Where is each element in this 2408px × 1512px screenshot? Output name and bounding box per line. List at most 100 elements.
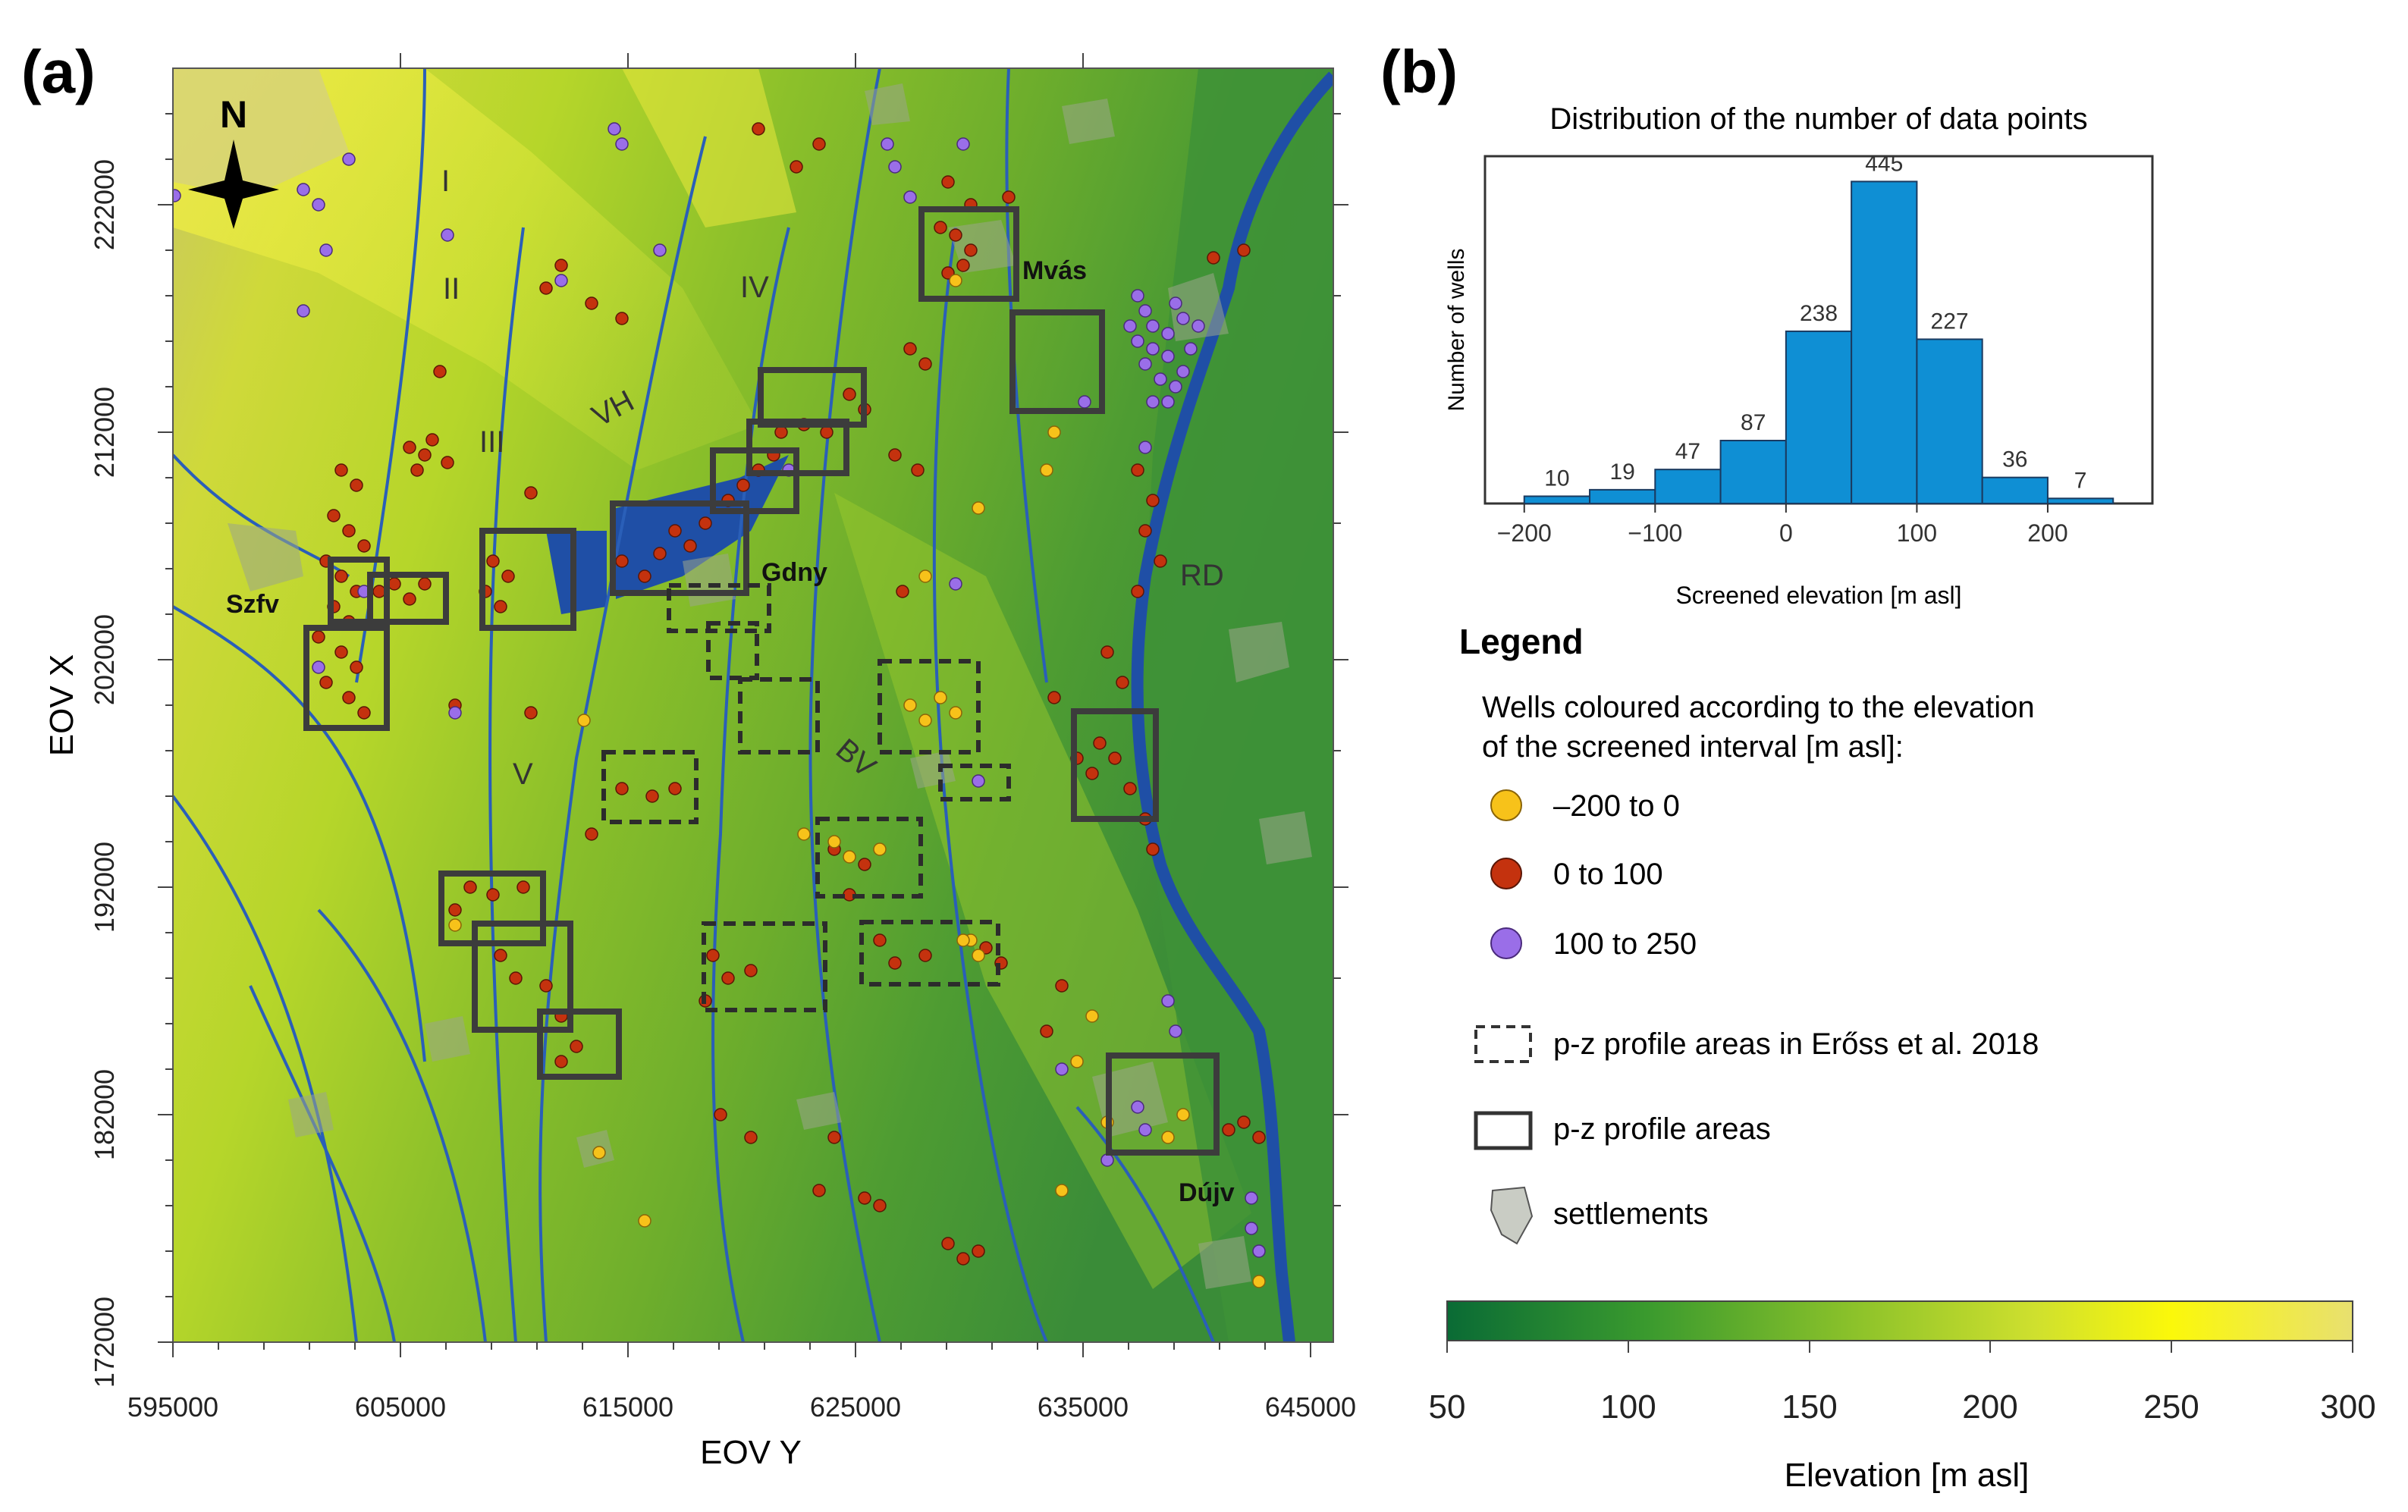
colorbar-tick: 200 xyxy=(1962,1388,2017,1426)
x-tick: 615000 xyxy=(582,1391,673,1423)
colorbar-tick: 300 xyxy=(2320,1388,2375,1426)
settlement-gdny: Gdny xyxy=(761,558,827,587)
legend-swatch-yellow xyxy=(1490,789,1522,821)
region-label-i: I xyxy=(441,165,450,198)
region-label-ii: II xyxy=(443,272,460,306)
settlement-szfv: Szfv xyxy=(226,590,279,619)
y-tick: 172000 xyxy=(89,1297,120,1388)
legend-desc-2: of the screened interval [m asl]: xyxy=(1482,730,1904,764)
histogram-bar xyxy=(1589,488,1656,505)
bar-value-label: 19 xyxy=(1609,460,1634,485)
legend-solid-box xyxy=(1474,1111,1533,1150)
histogram-bar xyxy=(1654,469,1722,505)
y-tick: 212000 xyxy=(89,387,120,478)
settlement-mvas: Mvás xyxy=(1022,256,1087,285)
legend-solid-label: p-z profile areas xyxy=(1553,1112,1771,1146)
legend-item-3: 100 to 250 xyxy=(1553,927,1697,961)
settlement-labels: Szfv Gdny Mvás Dújv xyxy=(226,256,1235,1207)
wells-100-to-250 xyxy=(173,122,1266,1258)
hist-x-tick-label: −100 xyxy=(1628,519,1682,547)
histogram-bar xyxy=(1785,330,1853,504)
x-tick: 635000 xyxy=(1038,1391,1129,1423)
hist-y-label: Number of wells xyxy=(1444,248,1469,411)
map-ticks xyxy=(158,53,1348,1357)
elevation-colorbar xyxy=(1446,1300,2353,1341)
legend-title: Legend xyxy=(1459,622,1584,661)
panel-b-label: (b) xyxy=(1380,38,1458,105)
legend-dashed-box xyxy=(1474,1025,1532,1063)
lowland-east xyxy=(1138,68,1333,1342)
region-label-iii: III xyxy=(479,425,504,459)
settlement-areas xyxy=(228,83,1312,1289)
y-tick: 182000 xyxy=(89,1069,120,1160)
legend-desc-1: Wells coloured according to the elevatio… xyxy=(1482,691,2035,724)
legend-swatch-red xyxy=(1490,858,1522,889)
colorbar-tick-labels: 50 100 150 200 250 300 xyxy=(1429,1388,2376,1426)
x-tick: 625000 xyxy=(810,1391,901,1423)
chart-title: Distribution of the number of data point… xyxy=(1549,102,2087,136)
histogram-bar xyxy=(1851,180,1918,504)
colorbar-tick: 150 xyxy=(1782,1388,1837,1426)
legend-swatch-purple xyxy=(1490,927,1522,959)
pz-profile-areas-eross-2018 xyxy=(601,583,1011,1012)
bar-value-label: 7 xyxy=(2074,468,2087,493)
north-label: N xyxy=(220,93,247,136)
y-tick-labels: 222000 212000 202000 192000 182000 17200… xyxy=(89,159,120,1388)
x-tick-labels: 595000 605000 615000 625000 635000 64500… xyxy=(127,1391,1356,1423)
region-label-iv: IV xyxy=(740,271,769,304)
danube-river xyxy=(1131,71,1333,1342)
north-arrow-icon xyxy=(188,140,279,229)
bar-value-label: 227 xyxy=(1931,309,1969,334)
colorbar-title: Elevation [m asl] xyxy=(1785,1457,2030,1494)
colorbar-tick: 50 xyxy=(1429,1388,1466,1426)
y-axis-title: EOV X xyxy=(43,654,80,757)
legend-dashed-label: p-z profile areas in Erőss et al. 2018 xyxy=(1553,1027,2039,1061)
region-label-v: V xyxy=(513,758,533,791)
panel-a-label: (a) xyxy=(21,38,96,105)
y-tick: 222000 xyxy=(89,159,120,250)
northern-ridge xyxy=(622,68,796,227)
hist-x-tick-label: 100 xyxy=(1897,519,1937,547)
hist-x-ticks: −200 −100 0 100 200 xyxy=(1497,503,2068,547)
colorbar-tick: 250 xyxy=(2143,1388,2199,1426)
legend-item-2: 0 to 100 xyxy=(1553,858,1663,891)
legend-item-1: –200 to 0 xyxy=(1553,789,1680,823)
histogram: Distribution of the number of data point… xyxy=(1444,102,2154,609)
y-tick: 192000 xyxy=(89,842,120,933)
hist-x-label: Screened elevation [m asl] xyxy=(1675,582,1961,609)
pz-profile-areas xyxy=(303,206,1220,1156)
region-label-rd: RD xyxy=(1180,559,1224,592)
settlement-dujv: Dújv xyxy=(1179,1178,1235,1207)
histogram-bar xyxy=(1719,439,1787,504)
x-tick: 605000 xyxy=(355,1391,446,1423)
histogram-bar xyxy=(1981,476,2049,505)
northwest-hills xyxy=(173,68,349,197)
y-tick: 202000 xyxy=(89,614,120,705)
highland-ridge xyxy=(173,68,758,470)
bar-value-label: 10 xyxy=(1544,466,1569,491)
bar-value-label: 445 xyxy=(1865,151,1903,176)
bar-value-label: 87 xyxy=(1741,410,1766,435)
histogram-bar xyxy=(1523,495,1591,504)
histogram-bar xyxy=(2046,497,2114,505)
bar-value-label: 36 xyxy=(2002,447,2027,472)
x-axis-title: EOV Y xyxy=(700,1434,802,1471)
hist-x-tick-label: −200 xyxy=(1497,519,1552,547)
bar-labels: 10 19 47 87 238 445 227 36 7 xyxy=(1544,151,2086,493)
panel-b: (b) Distribution of the number of data p… xyxy=(1380,38,2376,1494)
x-tick: 645000 xyxy=(1265,1391,1356,1423)
settlement-icon xyxy=(1490,1186,1534,1245)
histogram-bar xyxy=(1916,338,1983,505)
bar-value-label: 47 xyxy=(1675,439,1700,464)
hist-x-tick-label: 200 xyxy=(2027,519,2067,547)
x-tick: 595000 xyxy=(127,1391,218,1423)
hist-x-tick-label: 0 xyxy=(1779,519,1793,547)
colorbar-ticks xyxy=(1446,1341,2353,1353)
legend-settlement-label: settlements xyxy=(1553,1197,1709,1231)
colorbar-tick: 100 xyxy=(1600,1388,1656,1426)
wells-minus200-to-0 xyxy=(448,274,1266,1288)
bar-value-label: 238 xyxy=(1800,301,1838,326)
map-panel: N I II III IV V VH BV RD Szfv Gdny Mvás … xyxy=(21,38,1356,1471)
bars xyxy=(1523,180,2114,505)
